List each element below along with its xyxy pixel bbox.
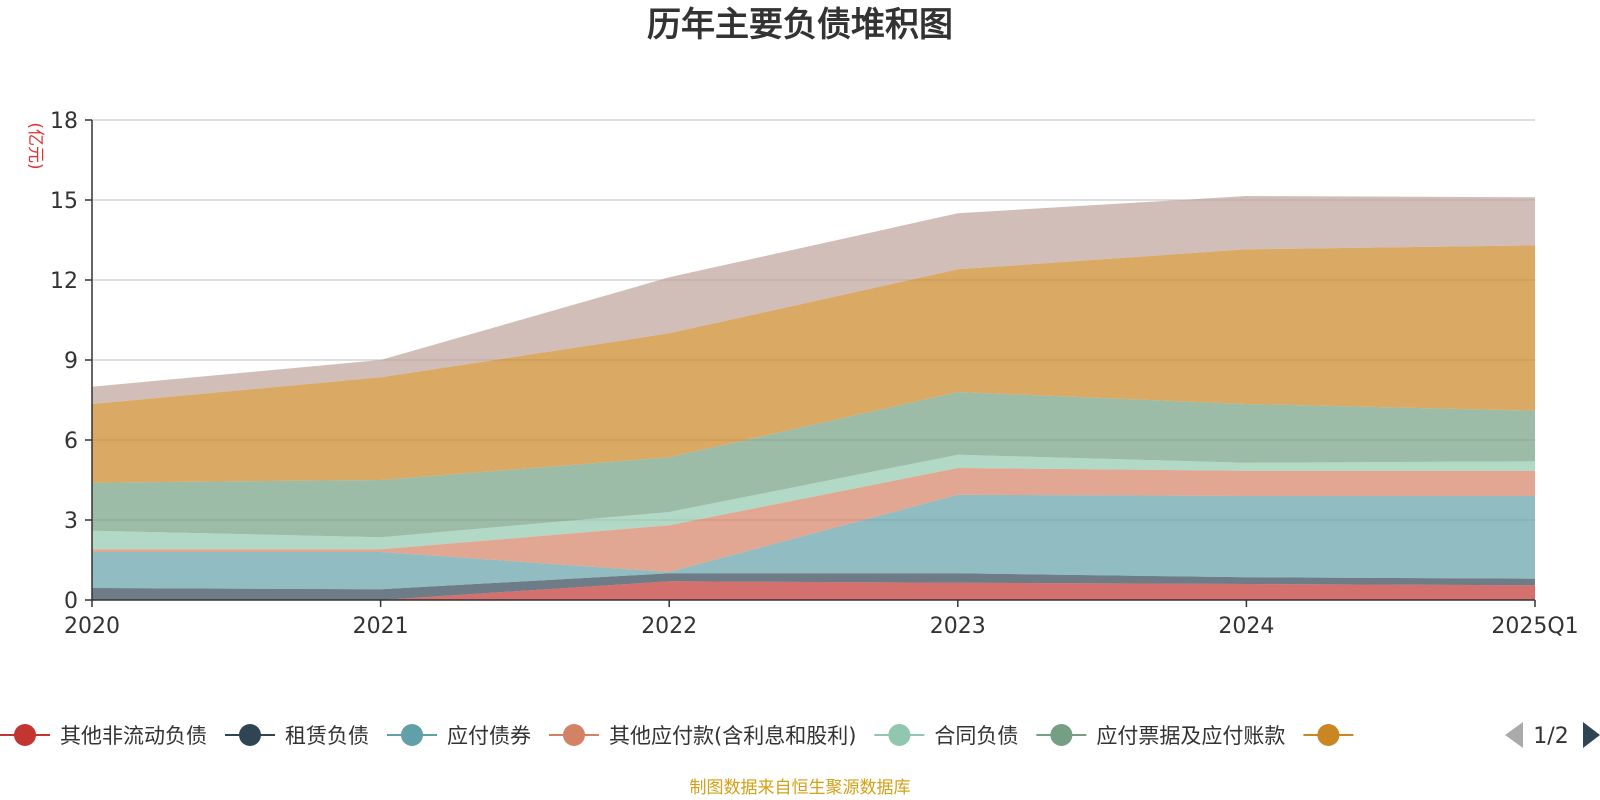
y-tick-label: 18 (50, 109, 78, 134)
area-series-3[interactable] (92, 468, 1535, 572)
legend-marker-icon (14, 724, 36, 746)
area-series-5[interactable] (92, 392, 1535, 538)
legend-marker-icon (401, 724, 423, 746)
area-series-2[interactable] (92, 494, 1535, 590)
x-tick-label: 2024 (1218, 614, 1274, 639)
legend-pager: 1/2 (1505, 722, 1600, 749)
legend-marker-icon (1050, 724, 1073, 746)
legend-label: 租赁负债 (285, 724, 369, 748)
x-tick-label: 2021 (353, 614, 409, 639)
x-tick-label: 2023 (930, 614, 986, 639)
y-tick-label: 0 (64, 589, 78, 614)
legend-item[interactable]: 租赁负债 (225, 724, 369, 748)
legend-label: 应付债券 (447, 724, 531, 748)
legend-next-icon[interactable] (1583, 722, 1600, 748)
axes: 0 3 6 9 12 15 18 2020 2021 2022 2023 2024 2025Q1 (50, 109, 1579, 639)
x-tick-label: 2020 (64, 614, 120, 639)
legend-marker-icon (563, 724, 585, 746)
y-tick-label: 9 (64, 349, 78, 374)
y-tick-label: 3 (64, 509, 78, 534)
legend-prev-icon[interactable] (1505, 722, 1523, 748)
x-tick-label: 2025Q1 (1491, 614, 1578, 639)
area-series-4[interactable] (92, 454, 1535, 550)
chart-title: 历年主要负债堆积图 (647, 5, 953, 45)
legend-label: 其他非流动负债 (60, 724, 207, 748)
legend-item[interactable] (1303, 724, 1354, 746)
x-tick-label: 2022 (641, 614, 697, 639)
y-tick-label: 12 (50, 269, 78, 294)
legend-item[interactable]: 其他非流动负债 (0, 724, 207, 748)
legend-page-indicator: 1/2 (1533, 724, 1568, 749)
legend-marker-icon (1317, 724, 1340, 746)
legend-item[interactable]: 合同负债 (874, 724, 1018, 748)
legend-item[interactable]: 其他应付款(含利息和股利) (549, 724, 856, 748)
area-series-1[interactable] (92, 573, 1535, 600)
legend-label: 其他应付款(含利息和股利) (609, 724, 856, 748)
area-series (92, 196, 1535, 600)
unit-label: (亿元) (25, 122, 45, 169)
legend-item[interactable]: 应付票据及应付账款 (1036, 724, 1285, 748)
data-source-footer: 制图数据来自恒生聚源数据库 (690, 778, 911, 798)
legend-marker-icon (239, 724, 261, 746)
area-series-7[interactable] (92, 196, 1535, 404)
area-series-0[interactable] (92, 581, 1535, 600)
y-tick-label: 15 (50, 189, 78, 214)
legend-item[interactable]: 应付债券 (387, 724, 531, 748)
legend: 其他非流动负债 租赁负债 应付债券 其他应付款(含利息和股利) 合同负债 应付票据及应付账… (0, 724, 1354, 748)
legend-label: 合同负债 (934, 724, 1018, 748)
area-series-6[interactable] (92, 245, 1535, 483)
legend-label: 应付票据及应付账款 (1096, 724, 1285, 748)
y-tick-label: 6 (64, 429, 78, 454)
legend-marker-icon (888, 724, 911, 746)
